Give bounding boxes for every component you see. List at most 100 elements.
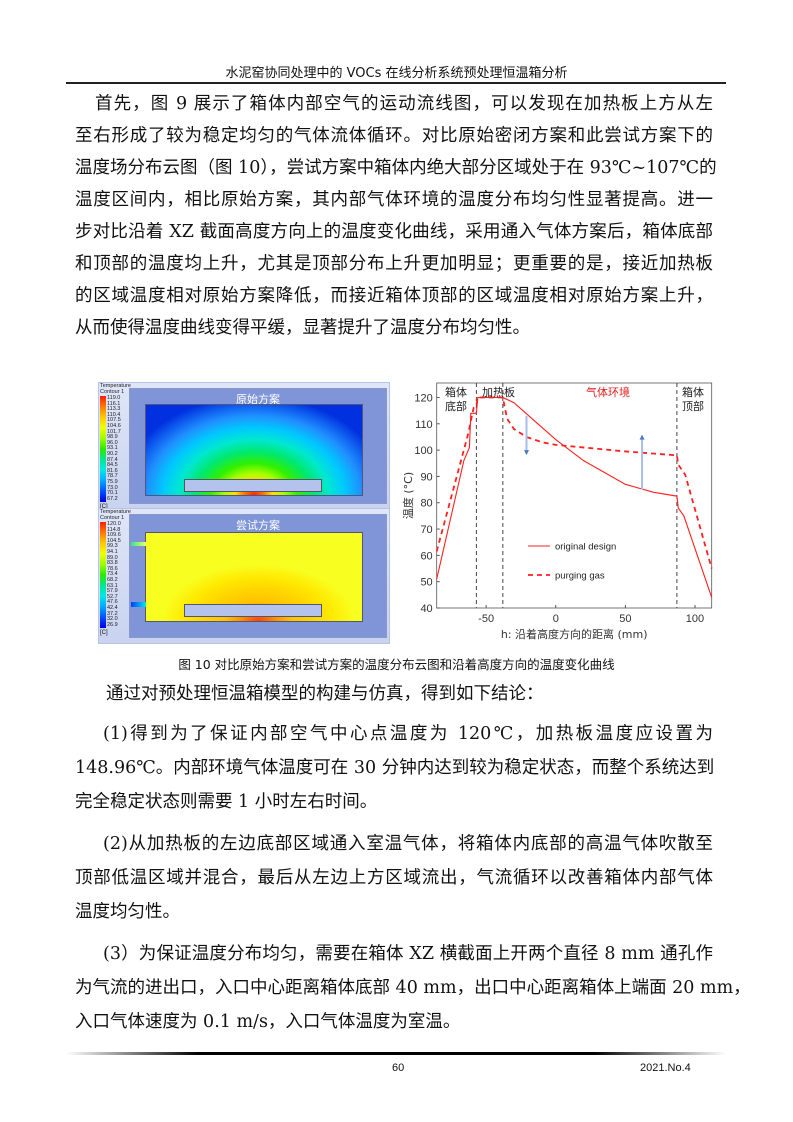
y-tick-label: 120	[414, 392, 432, 404]
x-axis-label: h: 沿着高度方向的距离 (mm)	[501, 627, 648, 641]
y-axis-label: 温度 (°C)	[401, 472, 415, 519]
x-tick-label: -50	[478, 613, 494, 625]
legend-value: 87.4	[107, 456, 118, 463]
temperature-field	[131, 532, 363, 622]
legend-value: 47.6	[107, 599, 118, 606]
outlet	[131, 542, 146, 546]
legend-subtitle: Contour 1	[100, 514, 125, 521]
series-line-0	[436, 396, 713, 598]
legend-value: 37.2	[107, 610, 118, 617]
page-number: 60	[392, 1062, 405, 1074]
region-label: 箱体	[445, 385, 467, 399]
heater-plate	[184, 604, 322, 617]
text-line: 从而使得温度曲线变得平缓，显著提升了温度分布均匀性。	[75, 318, 530, 338]
text-line: 入口气体速度为 0.1 m/s，入口气体温度为室温。	[75, 1012, 461, 1032]
y-tick-label: 70	[420, 524, 432, 536]
legend-label: purging gas	[555, 571, 605, 582]
series-line-1	[435, 396, 713, 569]
panel-title: 尝试方案	[236, 519, 280, 532]
text-line: 148.96℃。内部环境气体温度可在 30 分钟内达到较为稳定状态，而整个系统达…	[75, 758, 715, 778]
legend-value: 93.1	[107, 445, 118, 452]
legend-value: 96.0	[107, 439, 118, 446]
text-line: 步对比沿着 XZ 截面高度方向上的温度变化曲线，采用通入气体方案后，箱体底部	[75, 222, 713, 242]
legend-value: 52.7	[107, 593, 118, 600]
legend-value: 104.5	[107, 537, 121, 544]
legend-value: 109.6	[107, 532, 121, 539]
text-line: 至右形成了较为稳定均匀的气体流体循环。对比原始密闭方案和此尝试方案下的	[75, 126, 713, 146]
legend-value: 32.0	[107, 616, 118, 623]
legend-value: 57.9	[107, 588, 118, 595]
legend-title-text: Temperature	[100, 509, 131, 515]
legend-value: 90.2	[107, 450, 118, 457]
legend-value: 89.0	[107, 554, 118, 561]
plot-area	[436, 382, 713, 609]
y-tick-label: 100	[414, 445, 432, 457]
color-scale-bar	[100, 396, 106, 503]
region-label: 加热板	[482, 385, 515, 399]
text-line: 温度场分布云图（图 10），尝试方案中箱体内绝大部分区域处于在 93℃~107℃…	[75, 158, 717, 178]
x-tick-label: 50	[619, 613, 631, 625]
text-line: (1)得到为了保证内部空气中心点温度为 120℃，加热板温度应设置为	[103, 724, 713, 744]
legend-value: 63.1	[107, 582, 118, 589]
unit-label: [C]	[100, 630, 108, 636]
legend-value: 75.9	[107, 478, 118, 485]
legend-value: 99.3	[107, 543, 118, 550]
legend-value: 116.1	[107, 400, 121, 407]
contour-plot-original: Temperature Contour 1 119.0 116.1 113.3 110.…	[98, 382, 390, 510]
legend-value: 81.6	[107, 467, 118, 474]
issue-label: 2021.No.4	[640, 1062, 691, 1074]
temperature-field	[145, 404, 363, 496]
legend-value: 67.2	[107, 495, 118, 502]
unit-label: [C]	[100, 504, 108, 510]
legend-subtitle: Contour 1	[100, 388, 125, 395]
legend-title-text: Temperature	[100, 383, 131, 389]
legend-value: 104.6	[107, 422, 121, 429]
y-tick-label: 110	[415, 419, 433, 431]
legend-value: 73.0	[107, 484, 118, 491]
running-header: 水泥窑协同处理中的 VOCs 在线分析系统预处理恒温箱分析	[225, 66, 568, 81]
legend-value: 94.1	[107, 548, 118, 555]
legend-values: 120.0 114.8 109.6 104.5 99.3 94.1 89.0 83.8 78.6…	[107, 521, 121, 628]
region-label: 箱体	[682, 385, 704, 399]
legend-value: 70.1	[107, 490, 118, 497]
text-line: 温度区间内，相比原始方案，其内部气体环境的温度分布均匀性显著提高。进一	[75, 190, 713, 210]
legend-value: 78.7	[107, 473, 118, 480]
legend-value: 110.4	[107, 411, 121, 418]
text-line: 为气流的进出口，入口中心距离箱体底部 40 mm，出口中心距离箱体上端面 20 …	[75, 978, 751, 998]
color-scale-bar	[100, 522, 106, 629]
arrow-head	[524, 450, 530, 456]
panel-title: 原始方案	[236, 393, 280, 406]
region-label: 气体环境	[586, 385, 630, 399]
arrow-head	[639, 434, 645, 440]
text-line: 完全稳定状态则需要 1 小时左右时间。	[75, 792, 378, 812]
legend-value: 107.5	[107, 417, 121, 424]
legend-values: 119.0 116.1 113.3 110.4 107.5 104.6 101.7 98.9 9…	[107, 395, 121, 502]
text-line: 和顶部的温度均上升，尤其是顶部分布上升更加明显；更重要的是，接近加热板	[75, 254, 713, 274]
enclosure: 尝试方案	[129, 514, 387, 638]
figure-caption: 图 10 对比原始方案和尝试方案的温度分布云图和沿着高度方向的温度变化曲线	[178, 657, 615, 672]
footer-rule	[66, 1052, 726, 1055]
legend-value: 113.3	[107, 406, 121, 413]
legend-value: 26.9	[107, 621, 118, 628]
y-tick-label: 40	[420, 603, 432, 615]
legend-value: 119.0	[107, 395, 121, 401]
text-line: 温度均匀性。	[75, 902, 180, 922]
region-label: 底部	[445, 399, 467, 413]
header-rule	[66, 82, 726, 84]
legend-title: Temperature Contour 1	[100, 383, 131, 395]
temperature-curve-chart: 40 50 60 70 80 90 100 110 120 -50 0 50 100 h: 沿着高度方向的…	[401, 382, 713, 641]
legend-value: 84.5	[107, 462, 118, 469]
x-tick-label: 0	[553, 613, 559, 625]
legend-title: Temperature Contour 1	[100, 509, 131, 521]
legend-value: 42.4	[107, 604, 118, 611]
text-line: 顶部低温区域并混合，最后从左边上方区域流出，气流循环以改善箱体内部气体	[75, 868, 713, 888]
heater-plate	[184, 479, 322, 492]
legend-value: 68.2	[107, 576, 118, 583]
legend-label: original design	[555, 542, 616, 553]
text-line: 通过对预处理恒温箱模型的构建与仿真，得到如下结论：	[106, 684, 544, 704]
legend-value: 114.8	[107, 526, 121, 533]
inlet	[131, 602, 146, 607]
text-line: (3）为保证温度分布均匀，需要在箱体 XZ 横截面上开两个直径 8 mm 通孔作	[103, 944, 713, 964]
y-tick-label: 60	[420, 550, 432, 562]
